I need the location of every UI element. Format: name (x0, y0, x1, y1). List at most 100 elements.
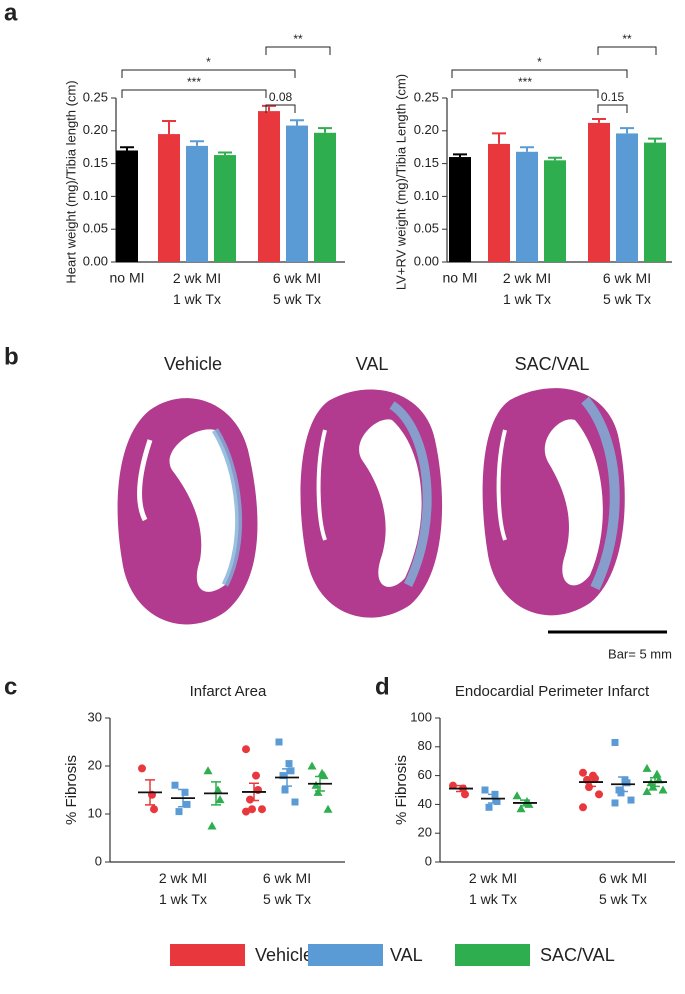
y-tick-label: 0.00 (414, 253, 439, 268)
y-tick-label: 0.05 (83, 221, 108, 236)
y-tick-label: 0.15 (83, 155, 108, 170)
histology-vehicle (117, 398, 258, 625)
error-bar (218, 151, 232, 156)
data-point (138, 764, 146, 773)
data-point (150, 805, 158, 814)
data-point (579, 803, 587, 812)
data-point (246, 795, 254, 804)
panel-letter: b (4, 343, 19, 370)
significance-label: *** (518, 75, 532, 89)
significance-bracket (265, 104, 296, 113)
data-point (287, 767, 295, 775)
data-point (595, 790, 603, 799)
data-point (242, 807, 250, 816)
data-point (281, 786, 289, 794)
x-tick-label: 2 wk MI 1 wk Tx (159, 870, 207, 907)
data-point (493, 798, 501, 806)
data-point (291, 798, 299, 806)
significance-bracket (451, 89, 599, 98)
error-bar (492, 132, 506, 144)
significance-bracket (121, 89, 267, 98)
panel-letter: a (4, 0, 18, 26)
significance-label: * (206, 55, 211, 69)
error-bar (548, 156, 562, 161)
bar (644, 142, 666, 262)
bar (158, 134, 180, 262)
significance-bracket (265, 46, 331, 55)
data-point (207, 821, 217, 830)
data-point (579, 768, 587, 777)
bar (544, 160, 566, 262)
error-bar (290, 119, 304, 126)
data-point (175, 808, 183, 816)
image-label: Vehicle (164, 354, 222, 374)
data-point (642, 763, 652, 772)
y-tick-label: 0.20 (414, 122, 439, 137)
data-point (642, 786, 652, 795)
data-point (279, 772, 287, 780)
data-point (248, 805, 256, 814)
y-tick-label: 20 (88, 757, 102, 772)
y-tick-label: 0.25 (414, 89, 439, 104)
y-tick-label: 60 (418, 767, 432, 782)
data-point (481, 786, 489, 794)
x-tick-label: 6 wk MI 5 wk Tx (603, 270, 651, 307)
y-tick-label: 0 (95, 853, 102, 868)
y-axis-label: LV+RV weight (mg)/Tibia Length (cm) (393, 74, 408, 290)
error-bar (120, 146, 134, 151)
legend-label: SAC/VAL (540, 945, 615, 965)
data-point (171, 781, 179, 789)
chart-title: Endocardial Perimeter Infarct (455, 683, 650, 700)
x-tick-label: no MI (109, 270, 144, 286)
significance-label: 0.08 (269, 90, 293, 104)
data-point (307, 761, 317, 770)
data-point (611, 738, 619, 746)
data-point (323, 804, 333, 813)
bar (186, 145, 208, 262)
legend-swatch (308, 944, 383, 966)
y-tick-label: 0.10 (83, 188, 108, 203)
error-bar (520, 146, 534, 152)
x-tick-label: 2 wk MI 1 wk Tx (503, 270, 551, 307)
error-bar (592, 117, 606, 123)
y-axis-label: % Fibrosis (63, 755, 80, 825)
bar (616, 133, 638, 262)
data-point (512, 791, 522, 800)
data-point (181, 788, 189, 796)
y-tick-label: 20 (418, 825, 432, 840)
significance-label: ** (293, 32, 303, 46)
bar (516, 151, 538, 262)
data-point (313, 787, 323, 796)
scale-bar-label: Bar= 5 mm (608, 646, 672, 661)
y-tick-label: 0.05 (414, 221, 439, 236)
error-bar (318, 127, 332, 133)
x-tick-label: 2 wk MI 1 wk Tx (173, 270, 221, 307)
data-point (252, 771, 260, 780)
y-tick-label: 0.00 (83, 253, 108, 268)
y-axis-label: Heart weight (mg)/Tibia length (cm) (63, 80, 78, 283)
y-tick-label: 0.25 (83, 89, 108, 104)
y-tick-label: 30 (88, 709, 102, 724)
data-point (242, 745, 250, 754)
y-tick-label: 0 (425, 853, 432, 868)
legend-swatch (170, 944, 245, 966)
data-point (203, 766, 213, 775)
data-point (611, 799, 619, 807)
chart-title: Infarct Area (190, 683, 267, 700)
data-point (285, 760, 293, 768)
significance-label: *** (187, 75, 201, 89)
bar (116, 150, 138, 262)
error-bar (162, 119, 176, 135)
data-point (485, 803, 493, 811)
data-point (516, 804, 526, 813)
bar (449, 157, 471, 262)
legend-label: VAL (390, 945, 423, 965)
error-bar (190, 140, 204, 146)
legend-label: Vehicle (255, 945, 313, 965)
panel-letter: d (375, 673, 390, 700)
y-tick-label: 100 (410, 709, 432, 724)
significance-bracket (451, 69, 628, 78)
x-tick-label: 6 wk MI 5 wk Tx (599, 870, 647, 907)
significance-label: 0.15 (601, 90, 625, 104)
x-tick-label: 2 wk MI 1 wk Tx (469, 870, 517, 907)
